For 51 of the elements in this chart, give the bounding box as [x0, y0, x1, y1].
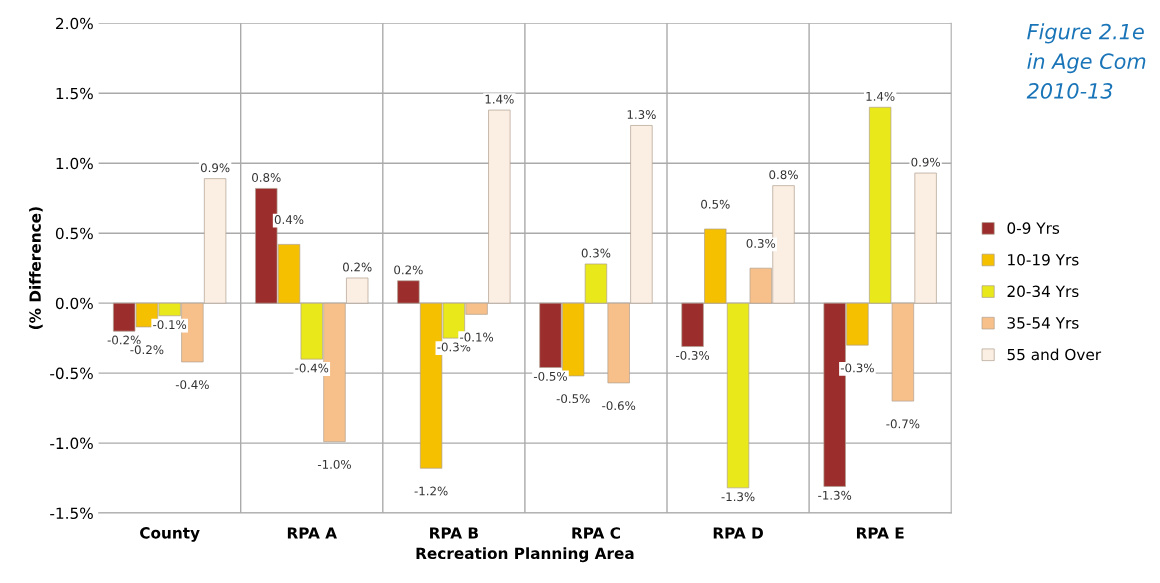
x-tick-label: RPA E	[856, 527, 904, 539]
y-tick-label: 1.5%	[56, 87, 93, 100]
data-label: -1.2%	[414, 486, 448, 496]
legend-label: 10-19 Yrs	[1008, 253, 1079, 266]
y-tick-label: 0.0%	[55, 297, 93, 310]
data-label: -0.2%	[130, 345, 164, 355]
data-label: 0.9%	[911, 157, 940, 167]
x-tick-label: RPA A	[287, 527, 337, 539]
data-label: -0.5%	[556, 394, 590, 404]
data-label: -0.4%	[175, 380, 209, 390]
x-tick-label: RPA D	[713, 527, 763, 539]
data-label: -1.3%	[721, 492, 755, 502]
data-label: 0.4%	[274, 215, 304, 225]
data-label: 1.4%	[866, 91, 895, 101]
data-label: 0.8%	[769, 170, 798, 180]
data-label: -0.2%	[107, 335, 141, 345]
data-label: -0.5%	[533, 371, 567, 381]
y-tick-label: -1.0%	[50, 437, 93, 450]
text: Figure 2.1e in Age Com 2010-13	[1026, 23, 1146, 99]
data-label: 1.4%	[485, 94, 514, 104]
data-label: 0.9%	[200, 163, 230, 173]
data-label: 0.2%	[394, 265, 423, 275]
legend-label: 0-9 Yrs	[1007, 222, 1060, 234]
x-tick-label: County	[140, 527, 200, 542]
data-label: 0.3%	[746, 238, 776, 248]
data-label: 0.3%	[581, 248, 611, 258]
data-label: -0.1%	[460, 332, 494, 342]
data-label: -0.1%	[153, 320, 187, 330]
data-label: -0.3%	[676, 350, 710, 360]
data-label: -1.3%	[818, 490, 852, 500]
y-tick-label: 2.0%	[56, 17, 93, 30]
data-label: 0.2%	[343, 262, 372, 272]
data-label: 0.8%	[252, 173, 281, 182]
x-tick-label: RPA C	[572, 527, 620, 539]
data-label: -1.0%	[317, 459, 351, 469]
data-label: -0.6%	[602, 401, 636, 411]
legend-label: 55 and Over	[1007, 348, 1102, 361]
legend-label: 35-54 Yrs	[1007, 317, 1079, 329]
data-label: 0.5%	[701, 199, 730, 209]
x-axis-title: Recreation Planning Area	[416, 547, 634, 563]
data-label: -0.3%	[840, 363, 874, 373]
y-tick-label: -0.5%	[50, 367, 93, 380]
legend-label: 20-34 Yrs	[1007, 285, 1079, 298]
y-tick-label: 1.0%	[56, 157, 93, 170]
data-label: -0.7%	[886, 419, 920, 429]
data-label: 1.3%	[627, 110, 656, 120]
y-tick-label: -1.5%	[50, 507, 93, 520]
y-axis-title: (% Difference)	[29, 207, 43, 330]
data-label: -0.4%	[295, 363, 329, 373]
x-tick-label: RPA B	[430, 527, 478, 539]
y-tick-label: 0.5%	[55, 227, 93, 240]
